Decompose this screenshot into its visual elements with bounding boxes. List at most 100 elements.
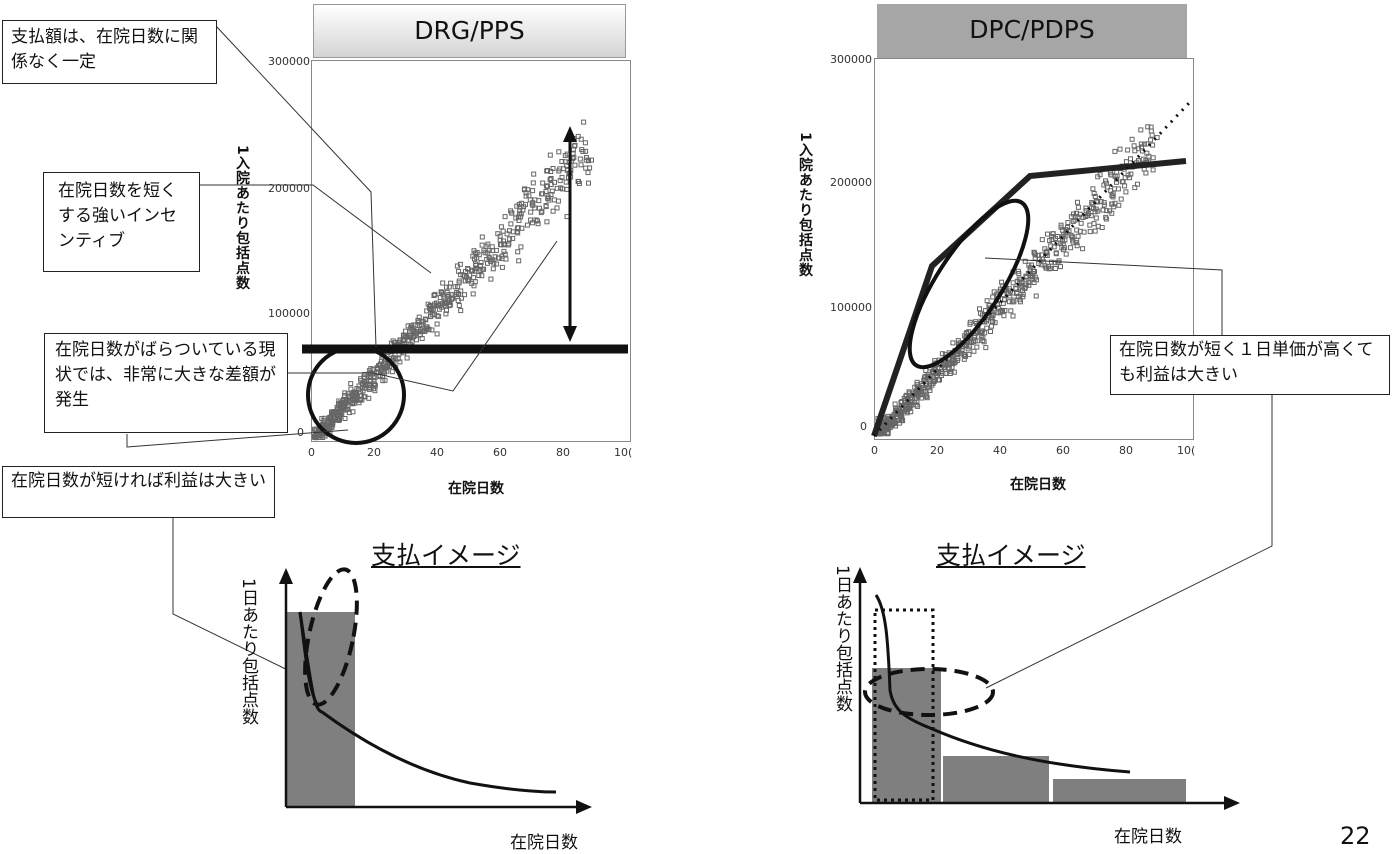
scatter-point <box>331 417 337 423</box>
scatter-point <box>1075 233 1081 239</box>
scatter-point <box>1116 202 1122 208</box>
left-payment-title: 支払イメージ <box>371 541 521 570</box>
scatter-point <box>1104 208 1110 214</box>
right-y-tick: 200000 <box>830 176 872 189</box>
scatter-point <box>510 229 516 235</box>
scatter-point <box>544 183 550 189</box>
left-x-tick: 10( <box>614 446 633 459</box>
scatter-point <box>431 293 437 298</box>
scatter-point <box>1109 193 1115 199</box>
scatter-point <box>536 198 542 204</box>
scatter-point <box>545 168 550 173</box>
page-number: 22 <box>1340 822 1371 850</box>
scatter-point <box>564 214 570 220</box>
scatter-point <box>326 420 331 426</box>
scatter-point <box>516 217 522 223</box>
scatter-point <box>367 375 373 381</box>
scatter-point <box>448 280 454 286</box>
scatter-point <box>939 351 945 357</box>
callout-leaders <box>126 25 1273 689</box>
scatter-point <box>1068 245 1074 251</box>
scatter-point <box>962 333 968 339</box>
scatter-point <box>578 162 584 168</box>
left-y-axis-label: 1入院あたり包括点数 <box>234 145 250 291</box>
scatter-point <box>360 385 366 391</box>
scatter-point <box>449 295 455 301</box>
scatter-point <box>462 292 467 298</box>
scatter-point <box>556 149 562 155</box>
right-payment-curve <box>874 594 1131 774</box>
scatter-point <box>1014 289 1020 295</box>
scatter-point <box>1052 266 1058 271</box>
short-stay-circle <box>306 345 406 445</box>
scatter-point <box>1050 231 1056 237</box>
scatter-point <box>572 162 578 168</box>
scatter-point <box>405 323 411 329</box>
scatter-point <box>1148 128 1154 134</box>
scatter-point <box>966 329 972 335</box>
scatter-point <box>530 188 536 194</box>
scatter-point <box>1103 178 1108 184</box>
left-x-tick: 20 <box>367 446 381 459</box>
scatter-point <box>488 259 494 264</box>
scatter-point <box>1092 194 1098 199</box>
scatter-point <box>1023 273 1029 279</box>
scatter-point <box>342 390 348 396</box>
left-y-tick: 100000 <box>268 307 310 320</box>
scatter-point <box>344 406 350 412</box>
scatter-point <box>1112 148 1118 154</box>
scatter-point <box>361 374 367 380</box>
scatter-point <box>476 273 482 278</box>
scatter-point <box>499 264 505 270</box>
scatter-point <box>1108 188 1114 194</box>
scatter-point <box>397 359 403 365</box>
scatter-point <box>1088 213 1094 219</box>
scatter-point <box>1010 313 1016 319</box>
scatter-point <box>578 136 584 142</box>
scatter-point <box>506 241 512 247</box>
scatter-point <box>370 367 376 373</box>
scatter-point <box>929 382 935 388</box>
scatter-point <box>880 422 886 428</box>
scatter-point <box>554 205 560 211</box>
scatter-point <box>317 430 323 436</box>
scatter-point <box>502 214 508 220</box>
scatter-point <box>495 231 501 237</box>
scatter-point <box>1099 225 1105 230</box>
scatter-point <box>380 378 386 384</box>
scatter-point <box>1053 235 1058 241</box>
scatter-point <box>336 418 342 423</box>
scatter-point <box>1062 237 1068 243</box>
scatter-point <box>348 381 354 387</box>
scatter-point <box>413 322 419 328</box>
scatter-point <box>1080 214 1086 220</box>
scatter-point <box>1095 174 1101 180</box>
scatter-point <box>1122 183 1128 189</box>
scatter-point <box>458 295 464 301</box>
scatter-point <box>498 242 503 247</box>
scatter-point <box>582 140 588 146</box>
scatter-point <box>523 193 529 199</box>
scatter-point <box>1095 199 1101 205</box>
scatter-point <box>1028 262 1034 268</box>
right-x-tick: 0 <box>871 444 878 457</box>
right-payment-axes <box>853 567 1240 810</box>
scatter-point <box>545 194 551 200</box>
scatter-point <box>974 344 980 350</box>
scatter-point <box>1093 198 1099 204</box>
scatter-point <box>559 159 565 164</box>
scatter-point <box>357 397 363 403</box>
right-payment-x-label: 在院日数 <box>1114 827 1182 847</box>
scatter-point <box>473 261 479 267</box>
scatter-point <box>1108 172 1114 178</box>
scatter-point <box>490 248 496 254</box>
scatter-point <box>575 133 581 139</box>
scatter-point <box>429 327 435 333</box>
scatter-point <box>418 327 424 333</box>
scatter-point <box>898 399 904 405</box>
scatter-point <box>1103 216 1109 222</box>
scatter-point <box>456 280 462 286</box>
scatter-point <box>1083 214 1089 219</box>
scatter-point <box>371 386 377 392</box>
